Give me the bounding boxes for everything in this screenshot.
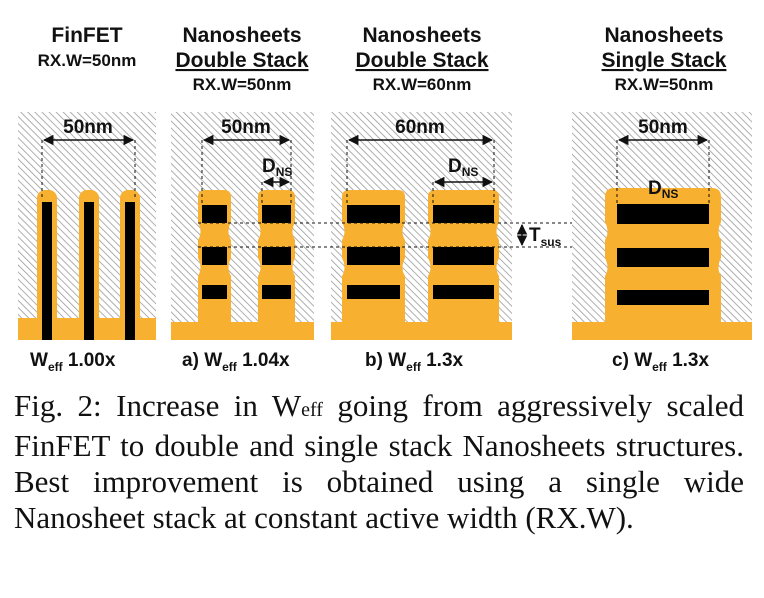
weff-label: b) Weff 1.3x	[365, 350, 464, 374]
fin-channel	[125, 202, 135, 340]
nanosheet-channel	[347, 205, 400, 223]
dns-label: DNS	[448, 156, 478, 179]
nanosheet-channel	[262, 205, 291, 223]
gate-stem	[428, 295, 499, 325]
panel-title: FinFET	[51, 24, 122, 47]
panel-rxw: RX.W=60nm	[373, 75, 472, 94]
weff-label: Weff 1.00x	[30, 350, 116, 374]
nanosheet-channel	[347, 285, 400, 299]
panel-single-stack: Nanosheets Single Stack RX.W=50nm 50nm D…	[572, 24, 752, 374]
gate-base	[171, 322, 314, 340]
panel-subtitle: Double Stack	[355, 49, 488, 72]
panel-rxw: RX.W=50nm	[38, 51, 137, 70]
panel-title: Nanosheets	[362, 24, 481, 47]
panel-title: Nanosheets	[604, 24, 723, 47]
figure-diagram: FinFET RX.W=50nm 50nm Weff 1.00x Nanoshe…	[18, 24, 752, 374]
nanosheet-channel	[617, 248, 709, 267]
panel-rxw: RX.W=50nm	[193, 75, 292, 94]
panel-rxw: RX.W=50nm	[615, 75, 714, 94]
width-label: 50nm	[638, 117, 688, 138]
nanosheet-channel	[347, 247, 400, 265]
gate-stem	[342, 295, 405, 325]
panel-finfet: FinFET RX.W=50nm 50nm Weff 1.00x	[18, 24, 156, 374]
width-label: 60nm	[395, 117, 445, 138]
nanosheet-channel	[202, 285, 227, 299]
gate-base	[572, 322, 752, 340]
nanosheet-channel	[262, 285, 291, 299]
nanosheet-channel	[202, 205, 227, 223]
dns-label: DNS	[648, 178, 678, 201]
tsus-label: Tsus	[529, 225, 562, 249]
panel-double-stack-50: Nanosheets Double Stack RX.W=50nm 50nm D…	[171, 24, 314, 374]
width-label: 50nm	[63, 117, 113, 138]
nanosheet-channel	[617, 290, 709, 305]
panel-title: Nanosheets	[182, 24, 301, 47]
gate-base	[331, 322, 512, 340]
weff-label: a) Weff 1.04x	[182, 350, 290, 374]
weff-label: c) Weff 1.3x	[612, 350, 709, 374]
nanosheet-channel	[262, 247, 291, 265]
figure-caption: Fig. 2: Increase in Weff going from aggr…	[14, 388, 744, 535]
fin-channel	[84, 202, 94, 340]
nanosheet-channel	[617, 204, 709, 224]
panel-subtitle: Double Stack	[175, 49, 308, 72]
panel-subtitle: Single Stack	[602, 49, 727, 72]
nanosheet-channel	[202, 247, 227, 265]
gate-stem	[198, 295, 231, 325]
nanosheet-channel	[433, 285, 494, 299]
panel-double-stack-60: Nanosheets Double Stack RX.W=60nm 60nm D…	[331, 24, 512, 374]
dns-label: DNS	[262, 156, 292, 179]
width-label: 50nm	[221, 117, 271, 138]
nanosheet-channel	[433, 205, 494, 223]
fin-channel	[42, 202, 52, 340]
nanosheet-channel	[433, 247, 494, 265]
gate-stem	[258, 295, 295, 325]
tsus-annotation: Tsus	[198, 222, 580, 249]
